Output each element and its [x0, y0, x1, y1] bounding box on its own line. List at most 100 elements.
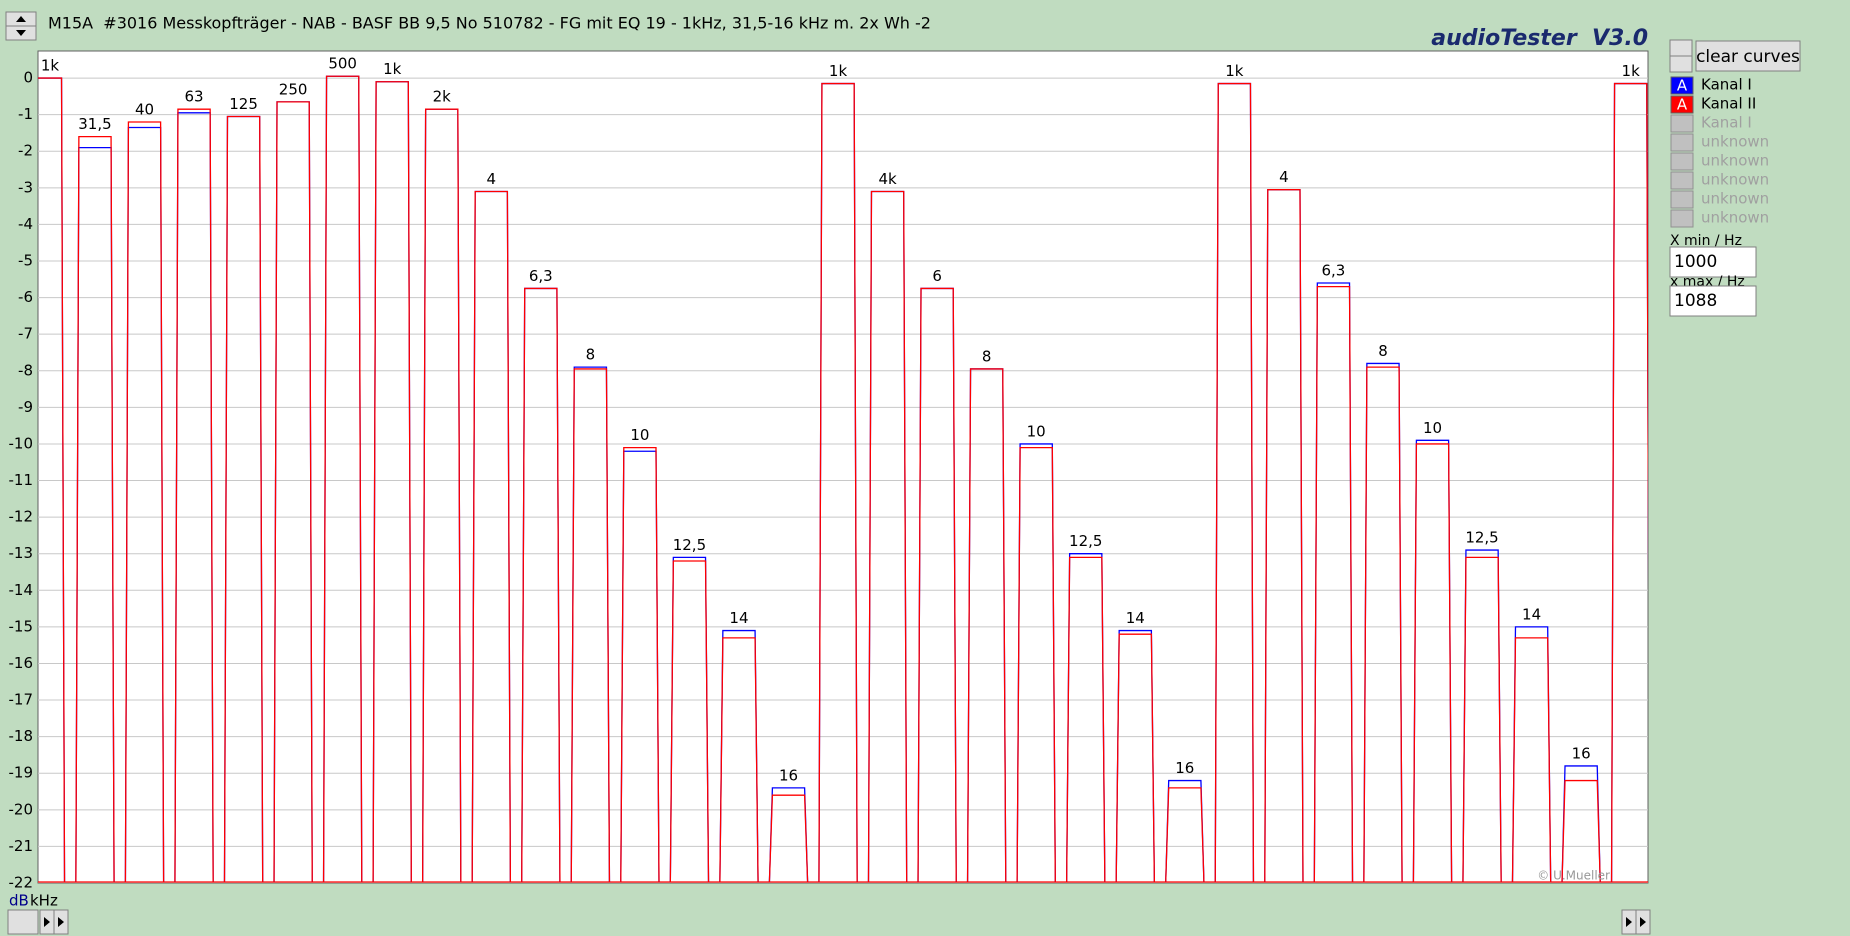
y-tick-label: -11 — [9, 471, 34, 489]
legend-swatch-inactive — [1670, 190, 1694, 209]
y-tick-label: -2 — [18, 142, 33, 160]
plateau-trace — [372, 81, 412, 883]
y-tick-label: -15 — [9, 617, 34, 635]
legend-swatch[interactable] — [1670, 76, 1694, 95]
segment-label: 4 — [487, 170, 497, 188]
clear-curves-button[interactable] — [1695, 40, 1801, 72]
plateau-trace — [719, 637, 759, 883]
segment-label: 2k — [433, 88, 452, 106]
plateau-trace — [124, 121, 165, 883]
plateau-trace — [768, 794, 809, 883]
plateau-trace — [620, 446, 660, 883]
y-tick-label: -18 — [9, 727, 34, 745]
plateau-trace — [966, 368, 1007, 883]
segment-label: 10 — [630, 426, 649, 444]
plateau-trace — [1610, 82, 1648, 883]
unit-spinner[interactable] — [7, 909, 39, 935]
plateau-trace — [570, 368, 611, 883]
legend-label: Kanal I — [1701, 76, 1752, 94]
y-tick-label: -1 — [18, 105, 33, 123]
y-tick-label: -5 — [18, 252, 33, 270]
plateau-trace — [322, 75, 363, 883]
segment-label: 6,3 — [1322, 261, 1346, 279]
segment-label: 250 — [279, 80, 308, 98]
segment-label: 1k — [41, 57, 60, 75]
legend-label-inactive: unknown — [1701, 171, 1769, 189]
x-min-input[interactable] — [1669, 246, 1757, 278]
y-unit: dB — [9, 892, 29, 910]
segment-label: 31,5 — [78, 115, 111, 133]
legend-icon: A — [1677, 96, 1688, 114]
segment-label: 12,5 — [1465, 529, 1498, 547]
spin-arrows — [16, 16, 26, 36]
plateau-trace — [1065, 556, 1106, 883]
y-tick-label: -10 — [9, 434, 34, 452]
y-tick-label: -14 — [9, 581, 34, 599]
plateau-trace — [75, 135, 115, 883]
y-tick-label: -8 — [18, 361, 33, 379]
plot — [38, 75, 1648, 883]
x-max-value: 1088 — [1674, 291, 1717, 311]
segment-label: 4k — [878, 170, 897, 188]
segment-label: 8 — [1378, 342, 1388, 360]
plateau-trace — [1165, 787, 1205, 883]
labels: 0 -1 -2 -3 -4 -5 -6 -7 -8 -9 -10 -11 -12 -13 -14 -15 -16… — [9, 55, 1641, 892]
plateau-trace — [669, 560, 710, 883]
segment-label: 10 — [1027, 422, 1046, 440]
plateau-trace — [1412, 443, 1453, 883]
segment-label: 16 — [1572, 744, 1591, 762]
spin-up[interactable] — [1669, 39, 1693, 57]
plateau-trace — [1561, 779, 1601, 883]
plateau-trace — [1462, 556, 1502, 883]
plateau-trace — [1264, 189, 1304, 883]
legend-swatch[interactable] — [1670, 95, 1694, 114]
plateau-trace — [867, 190, 908, 883]
segment-label: 12,5 — [1069, 532, 1102, 550]
segment-label: 4 — [1279, 168, 1289, 186]
plateau-trace — [1016, 446, 1056, 883]
legend-label-inactive: unknown — [1701, 152, 1769, 170]
plateau-trace — [818, 82, 858, 883]
plateau-trace — [471, 190, 512, 883]
segment-label: 1k — [383, 60, 402, 78]
plateau-trace — [1214, 82, 1255, 883]
legend-swatch-inactive — [1670, 114, 1694, 133]
segment-label: 125 — [229, 95, 258, 113]
segment-label: 6,3 — [529, 267, 553, 285]
legend-swatch-inactive — [1670, 133, 1694, 152]
legend-label-inactive: Kanal I — [1701, 114, 1752, 132]
segment-label: 14 — [1522, 605, 1541, 623]
legend-label-inactive: unknown — [1701, 190, 1769, 208]
x-min-label: X min / Hz — [1670, 233, 1742, 249]
legend-icon: A — [1677, 77, 1688, 95]
legend-swatch-inactive — [1670, 209, 1694, 228]
plateau-trace — [421, 108, 462, 883]
y-tick-label: -12 — [9, 508, 34, 526]
segment-label: 63 — [184, 88, 203, 106]
y-tick-label: -4 — [18, 215, 33, 233]
segment-label: 14 — [1126, 609, 1145, 627]
app-name: audioTester V3.0 — [1431, 26, 1648, 51]
clear-curves-label: clear curves — [1696, 47, 1800, 67]
y-tick-label: -7 — [18, 325, 33, 343]
segment-label: 1k — [1622, 62, 1641, 80]
legend-swatch-inactive — [1670, 171, 1694, 190]
y-tick-label: -22 — [9, 874, 34, 892]
spin-down[interactable] — [1669, 55, 1693, 73]
segment-label: 10 — [1423, 419, 1442, 437]
plateau-trace — [174, 108, 214, 883]
y-tick-label: -17 — [9, 691, 34, 709]
plateau-trace — [917, 287, 957, 883]
copyright: © U.Mueller — [1537, 869, 1610, 883]
plateau-trace — [223, 115, 264, 883]
segment-label: 16 — [1175, 759, 1194, 777]
y-tick-label: -13 — [9, 544, 34, 562]
plateau-trace — [1115, 633, 1156, 883]
segment-label: 14 — [729, 609, 748, 627]
y-tick-label: -16 — [9, 654, 34, 672]
segment-label: 1k — [1225, 62, 1244, 80]
plateau-trace — [273, 101, 313, 883]
x-max-input[interactable] — [1669, 285, 1757, 317]
segment-label: 1k — [829, 62, 848, 80]
